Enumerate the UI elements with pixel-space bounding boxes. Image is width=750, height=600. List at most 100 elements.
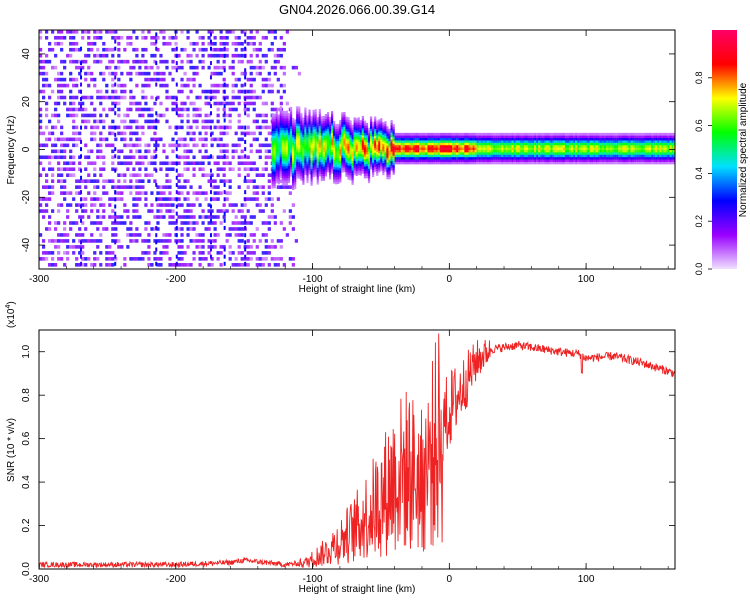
heatmap-cell (195, 245, 199, 249)
heatmap-cell (225, 239, 229, 243)
heatmap-cell (302, 165, 305, 169)
heatmap-cell (612, 135, 615, 139)
heatmap-cell (400, 132, 403, 136)
heatmap-cell (511, 142, 514, 146)
heatmap-cell (470, 137, 473, 141)
heatmap-cell (384, 125, 387, 129)
heatmap-cell (511, 159, 514, 162)
heatmap-cell (60, 47, 64, 52)
heatmap-cell (316, 145, 319, 149)
heatmap-cell (355, 151, 358, 155)
heatmap-cell (210, 257, 214, 261)
heatmap-cell (99, 131, 103, 136)
heatmap-cell (404, 156, 408, 160)
heatmap-cell (556, 159, 559, 162)
heatmap-cell (39, 53, 43, 58)
heatmap-cell (117, 59, 121, 64)
heatmap-cell (620, 149, 623, 153)
heatmap-cell (198, 107, 202, 112)
heatmap-cell (296, 123, 299, 126)
heatmap-cell (554, 156, 557, 160)
heatmap-cell (345, 157, 348, 161)
heatmap-cell (347, 165, 350, 168)
heatmap-cell (302, 124, 305, 128)
heatmap-cell (210, 53, 214, 58)
heatmap-cell (150, 119, 154, 124)
heatmap-cell (261, 119, 265, 124)
heatmap-cell (308, 157, 311, 161)
heatmap-cell (308, 131, 311, 134)
heatmap-cell (273, 116, 276, 120)
heatmap-cell (345, 174, 348, 177)
heatmap-cell (501, 147, 504, 151)
heatmap-cell (165, 209, 169, 213)
heatmap-cell (108, 257, 112, 261)
heatmap-cell (339, 134, 342, 138)
heatmap-cell (497, 147, 500, 151)
heatmap-cell (39, 173, 43, 177)
heatmap-cell (75, 185, 79, 189)
heatmap-cell (270, 65, 274, 70)
heatmap-cell (279, 245, 283, 249)
heatmap-cell (135, 197, 139, 201)
heatmap-cell (222, 245, 226, 249)
heatmap-cell (302, 141, 305, 145)
heatmap-cell (117, 191, 121, 195)
heatmap-cell (141, 95, 145, 100)
heatmap-cell (60, 35, 64, 40)
heatmap-cell (223, 111, 226, 116)
heatmap-cell (337, 150, 340, 153)
heatmap-cell (162, 113, 166, 118)
heatmap-cell (331, 146, 334, 150)
heatmap-cell (419, 137, 422, 141)
heatmap-cell (472, 161, 475, 165)
heatmap-cell (452, 142, 455, 146)
heatmap-cell (271, 142, 274, 146)
heatmap-cell (486, 142, 490, 146)
heatmap-cell (380, 127, 383, 131)
heatmap-cell (324, 128, 328, 132)
heatmap-cell (287, 120, 291, 124)
heatmap-cell (493, 154, 496, 158)
heatmap-cell (162, 251, 166, 255)
heatmap-cell (96, 227, 100, 231)
heatmap-cell (201, 239, 205, 243)
heatmap-cell (454, 147, 457, 151)
heatmap-cell (353, 124, 356, 128)
heatmap-cell (466, 142, 469, 146)
heatmap-cell (105, 137, 109, 142)
heatmap-cell (292, 158, 295, 162)
heatmap-cell (610, 142, 613, 146)
heatmap-cell (165, 107, 169, 112)
heatmap-cell (322, 175, 326, 179)
heatmap-cell (513, 135, 516, 139)
heatmap-cell (219, 41, 223, 46)
heatmap-cell (162, 239, 166, 243)
heatmap-cell (51, 179, 55, 183)
heatmap-cell (213, 101, 217, 106)
heatmap-cell (365, 132, 369, 136)
heatmap-cell (264, 161, 268, 166)
heatmap-cell (80, 147, 83, 152)
heatmap-cell (39, 233, 43, 237)
heatmap-cell (525, 144, 529, 148)
heatmap-cell (575, 154, 578, 158)
heatmap-cell (78, 161, 82, 166)
heatmap-cell (123, 173, 127, 177)
heatmap-cell (326, 155, 330, 158)
heatmap-cell (126, 167, 130, 172)
heatmap-cell (147, 107, 151, 112)
heatmap-cell (472, 156, 475, 160)
heatmap-cell (144, 107, 148, 112)
heatmap-cell (450, 156, 453, 160)
heatmap-cell (285, 167, 289, 171)
heatmap-cell (394, 161, 397, 165)
heatmap-cell (521, 137, 525, 141)
heatmap-cell (579, 147, 582, 151)
heatmap-cell (270, 30, 274, 34)
heatmap-cell (135, 257, 139, 261)
heatmap-cell (581, 156, 584, 160)
heatmap-cell (267, 89, 271, 94)
heatmap-cell (583, 161, 586, 165)
heatmap-cell (394, 147, 397, 151)
